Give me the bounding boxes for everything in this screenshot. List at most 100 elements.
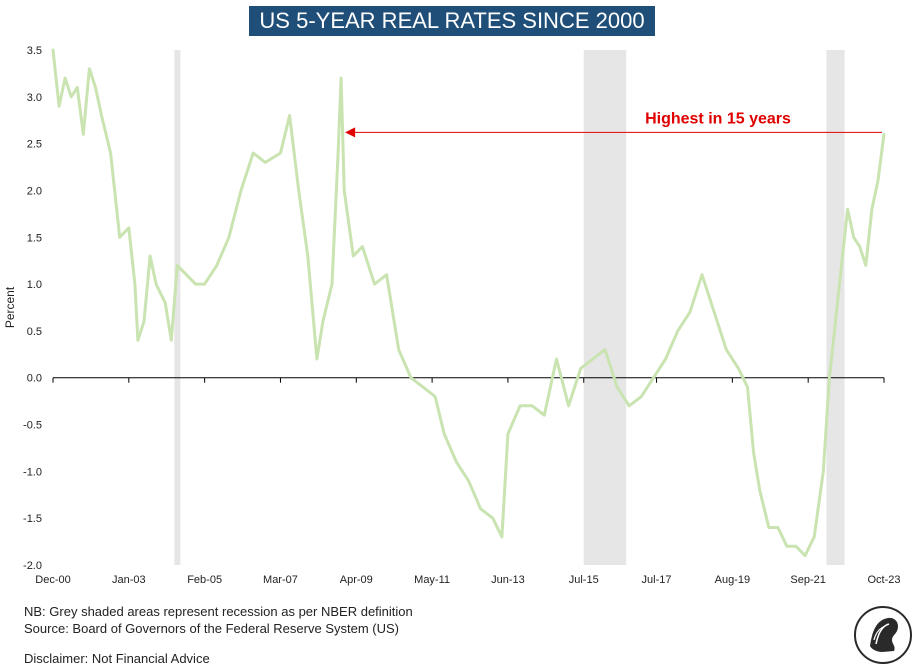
y-tick-label: 0.0 (27, 373, 42, 385)
x-tick-label: Dec-00 (35, 574, 70, 586)
real-rate-line (51, 48, 886, 558)
data-point (804, 554, 806, 557)
data-point (664, 358, 667, 360)
data-point (228, 236, 230, 239)
data-point (100, 114, 103, 117)
data-point (143, 320, 145, 323)
annotation-arrowhead (345, 127, 356, 138)
y-tick-label: 2.5 (27, 139, 42, 151)
chart-title: US 5-YEAR REAL RATES SINCE 2000 (249, 6, 655, 36)
x-tick-label: Jan-03 (112, 574, 146, 586)
data-point (746, 386, 749, 388)
recession-band (583, 50, 627, 565)
data-point (70, 96, 72, 98)
data-point (767, 526, 770, 529)
x-tick-label: Sep-21 (790, 574, 825, 586)
data-point (64, 77, 66, 79)
y-axis-label: Percent (3, 286, 17, 328)
data-point (352, 255, 355, 257)
data-point (185, 273, 188, 276)
y-tick-label: 3.5 (27, 45, 42, 57)
x-tick-label: Jul-15 (569, 574, 599, 586)
data-point (76, 86, 79, 89)
y-tick-label: 2.0 (27, 185, 42, 197)
data-point (288, 114, 291, 117)
data-point (725, 348, 728, 351)
data-point (628, 405, 631, 407)
data-point (252, 152, 254, 154)
data-point (297, 189, 300, 192)
data-point (343, 189, 345, 192)
data-point (316, 358, 318, 360)
x-tick-label: Jun-13 (491, 574, 525, 586)
x-tick-label: May-11 (414, 574, 450, 586)
recession-band (174, 50, 181, 565)
data-point (279, 152, 282, 154)
y-tick-label: -1.5 (23, 513, 42, 525)
nb-note: NB: Grey shaded areas represent recessio… (24, 604, 413, 619)
data-point (94, 86, 97, 89)
data-point (676, 330, 679, 332)
data-point (822, 470, 825, 473)
data-point (501, 536, 503, 538)
data-point (758, 489, 761, 491)
data-point (713, 311, 715, 313)
data-point (701, 273, 703, 276)
data-point (467, 479, 470, 482)
data-point (846, 208, 849, 210)
y-tick-label: 1.0 (27, 279, 42, 291)
y-tick-label: -1.0 (23, 466, 42, 478)
x-tick-label: Mar-07 (263, 574, 298, 586)
data-point (164, 302, 167, 304)
data-point (434, 395, 436, 398)
data-point (604, 348, 606, 351)
y-tick-label: 0.5 (27, 326, 42, 338)
data-point (640, 395, 643, 398)
data-point (128, 227, 130, 229)
recession-band (826, 50, 845, 565)
data-point (331, 283, 333, 285)
y-tick-label: -0.5 (23, 420, 42, 432)
data-point (795, 545, 797, 548)
data-point (155, 283, 157, 285)
source-note: Source: Board of Governors of the Federa… (24, 621, 399, 636)
y-tick-label: -2.0 (23, 560, 42, 572)
x-tick-label: Apr-09 (340, 574, 373, 586)
data-point (397, 348, 400, 351)
data-point (137, 339, 139, 342)
data-point (340, 77, 342, 79)
data-point (455, 461, 458, 463)
data-point (373, 283, 376, 285)
data-point (555, 358, 558, 360)
x-tick-label: Aug-19 (715, 574, 750, 586)
data-point (240, 189, 242, 192)
y-tick-label: 3.0 (27, 92, 42, 104)
data-point (858, 245, 861, 248)
data-point (507, 433, 509, 435)
data-point (877, 180, 879, 182)
data-point (531, 405, 533, 407)
data-point (194, 283, 197, 285)
data-point (689, 311, 691, 313)
data-point (264, 161, 267, 164)
annotation-label: Highest in 15 years (645, 110, 791, 127)
data-point (865, 264, 867, 267)
data-point (52, 49, 54, 51)
data-point (215, 264, 218, 267)
sophia-logo-icon (854, 606, 912, 664)
data-point (616, 386, 618, 388)
data-point (491, 517, 494, 519)
data-point (777, 526, 779, 529)
data-point (652, 376, 655, 379)
data-point (118, 236, 121, 239)
x-tick-label: Jul-17 (642, 574, 672, 586)
data-point (361, 245, 364, 248)
data-point (786, 545, 788, 548)
data-point (109, 152, 112, 154)
data-point (579, 367, 582, 370)
data-point (871, 208, 873, 210)
y-tick-label: 1.5 (27, 232, 42, 244)
data-point (813, 536, 816, 538)
data-point (306, 255, 309, 257)
data-point (752, 451, 755, 454)
